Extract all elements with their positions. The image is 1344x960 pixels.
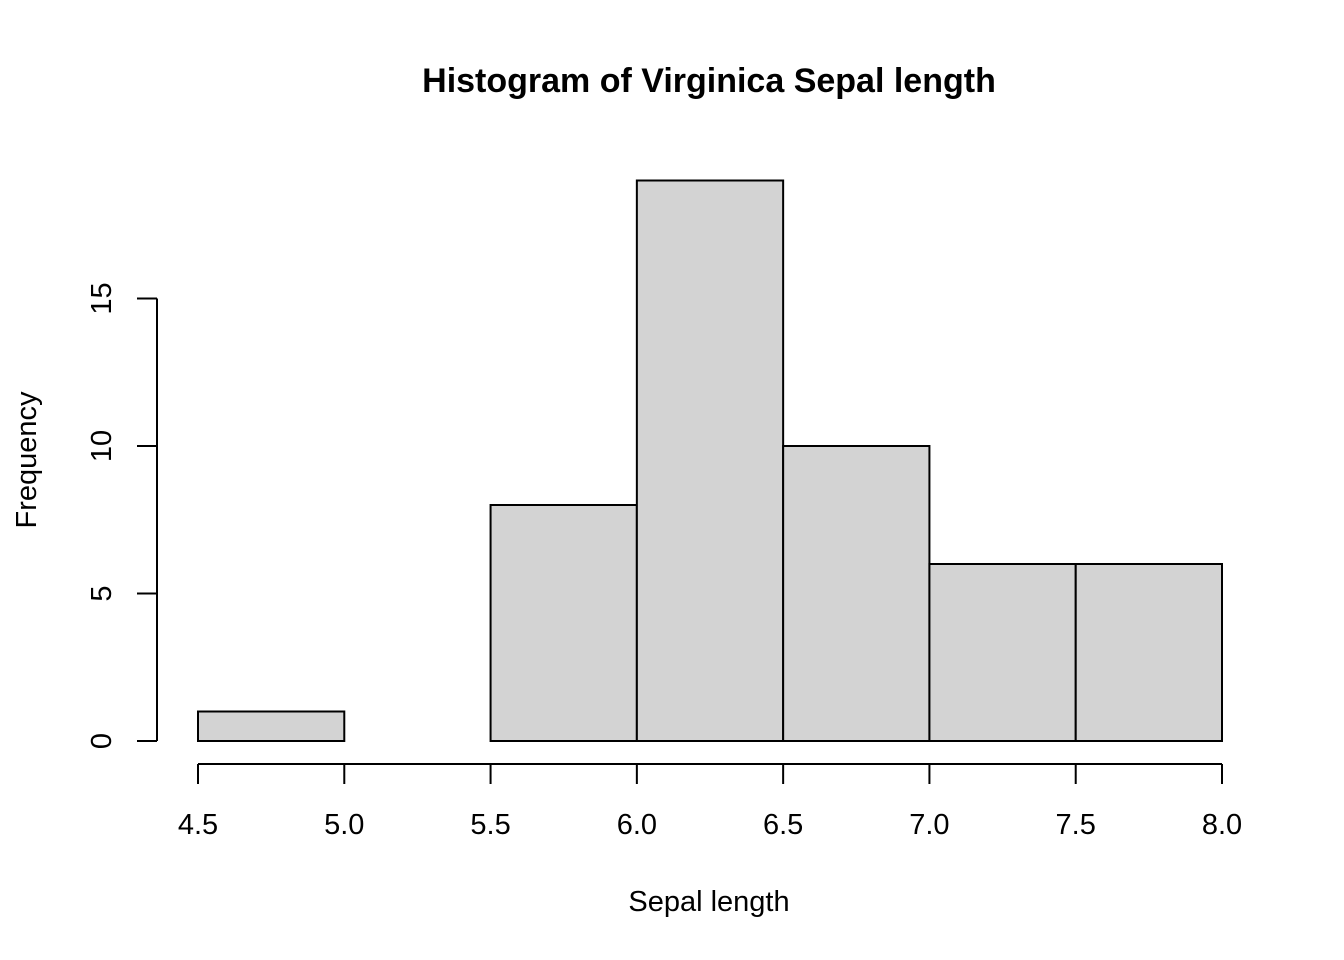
bars-group xyxy=(197,179,1223,742)
histogram-bar xyxy=(489,504,638,742)
histogram-bar xyxy=(635,179,785,742)
y-tick-label: 5 xyxy=(86,585,118,601)
x-tick-label: 8.0 xyxy=(1202,809,1242,841)
x-tick-label: 5.5 xyxy=(470,809,510,841)
x-tick-label: 7.0 xyxy=(909,809,949,841)
x-axis-label: Sepal length xyxy=(628,886,789,918)
histogram-bar xyxy=(928,563,1077,742)
histogram-bar xyxy=(1074,563,1223,742)
y-axis: 0 5 10 15 xyxy=(86,282,158,749)
histogram-bar xyxy=(782,445,931,742)
x-tick-label: 6.0 xyxy=(617,809,657,841)
chart-title: Histogram of Virginica Sepal length xyxy=(422,62,996,100)
x-tick-label: 6.5 xyxy=(763,809,803,841)
y-tick-label: 0 xyxy=(86,733,118,749)
histogram-bar xyxy=(197,710,346,742)
y-axis-label: Frequency xyxy=(11,391,43,529)
x-tick-label: 4.5 xyxy=(178,809,218,841)
y-tick-label: 15 xyxy=(86,282,118,314)
x-axis: 4.5 5.0 5.5 6.0 6.5 7.0 7.5 8.0 xyxy=(178,763,1242,841)
x-tick-label: 5.0 xyxy=(324,809,364,841)
x-tick-label: 7.5 xyxy=(1056,809,1096,841)
y-tick-label: 10 xyxy=(86,430,118,462)
